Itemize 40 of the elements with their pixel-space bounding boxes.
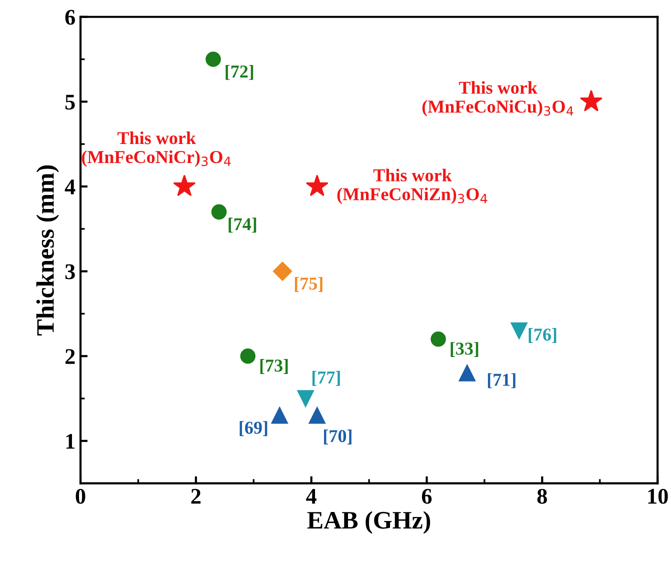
y-tick-label: 4 [64, 180, 76, 194]
point [306, 174, 328, 196]
annotation: [76] [528, 328, 556, 343]
point [271, 407, 288, 424]
annotation: [33] [450, 342, 478, 358]
point [430, 332, 446, 347]
annotation: [74] [228, 218, 256, 233]
annotation: [71] [488, 373, 516, 388]
x-tick-label: 4 [306, 488, 316, 504]
annotation: [69] [240, 421, 268, 436]
point [308, 407, 326, 424]
annotation: [73] [260, 359, 288, 374]
point [272, 262, 292, 281]
point [173, 174, 196, 196]
point [206, 52, 221, 67]
point [297, 390, 314, 407]
y-tick-label: 3 [65, 264, 75, 280]
annotation: This work (MnFeCoNiCu)$_{3}$O$_{4}$ [422, 81, 574, 116]
point [458, 364, 476, 382]
annotation: [72] [226, 64, 254, 80]
point [510, 322, 528, 339]
y-tick-label: 1 [66, 434, 75, 449]
x-tick-label: 0 [76, 488, 86, 504]
y-axis-title: Thickness (mm) [36, 165, 59, 336]
x-tick-label: 10 [648, 488, 668, 504]
annotation: [75] [294, 276, 322, 292]
x-tick-label: 6 [422, 488, 432, 504]
x-tick-label: 2 [191, 488, 201, 504]
annotation: [70] [324, 430, 352, 444]
y-tick-label: 6 [65, 10, 76, 25]
annotation: This work (MnFeCoNiZn)$_{3}$O$_{4}$ [337, 168, 488, 204]
y-tick-label: 5 [65, 94, 75, 110]
y-tick-label: 2 [65, 349, 75, 364]
x-tick-label: 8 [537, 488, 547, 504]
point [240, 348, 256, 364]
point [211, 204, 227, 220]
annotation: This work (MnFeCoNiCr)$_{3}$O$_{4}$ [82, 132, 231, 167]
point [580, 90, 602, 112]
x-axis-title: EAB (GHz) [307, 511, 430, 534]
annotation: [77] [312, 370, 340, 386]
